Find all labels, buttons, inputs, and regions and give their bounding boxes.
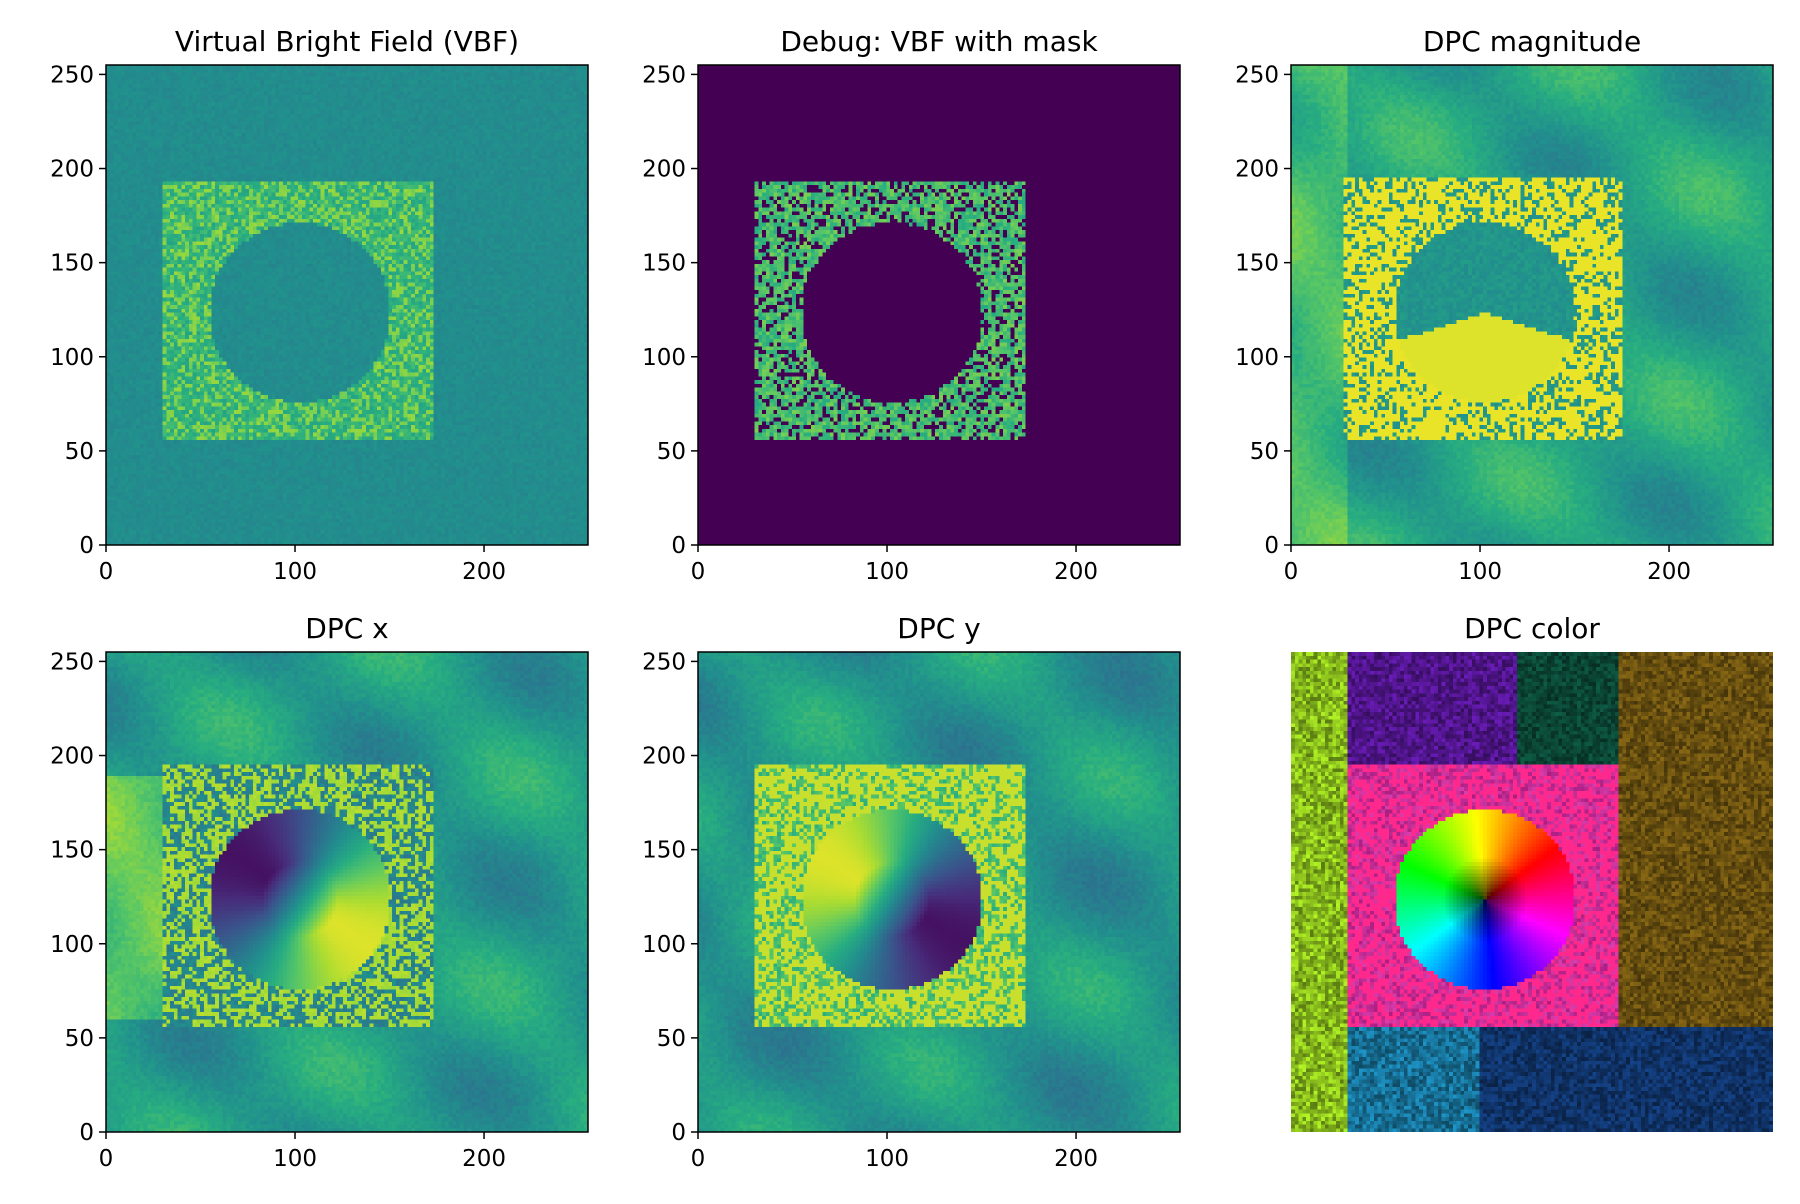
y-tick-label: 50 [657,439,686,465]
y-tick-label: 50 [1250,439,1279,465]
heatmap-image [698,652,1180,1132]
y-tick-label: 100 [1235,345,1279,371]
heatmap-image [106,652,588,1132]
panel-3: DPC magnitude 0 100 200 0 50 100 150 200 250 [1235,25,1774,585]
y-tick-label: 0 [1264,533,1279,559]
y-tick-label: 250 [642,649,686,675]
panel-6: DPC color [1291,612,1773,1132]
x-tick-label: 0 [691,1146,706,1172]
x-tick-label: 0 [691,559,706,585]
x-tick-label: 100 [273,559,317,585]
y-tick-label: 100 [50,345,94,371]
axes-frame [697,651,1181,1133]
panel-title: Debug: VBF with mask [780,25,1098,58]
y-tick-label: 250 [50,649,94,675]
y-tick-label: 100 [50,932,94,958]
x-tick-label: 0 [99,559,114,585]
panel-title: DPC y [897,612,980,645]
y-tick-label: 0 [79,533,94,559]
x-tick-label: 100 [865,1146,909,1172]
y-tick-label: 50 [65,439,94,465]
y-tick-label: 200 [642,157,686,183]
x-tick-label: 100 [1458,559,1502,585]
axes-frame [1290,64,1774,546]
x-tick-label: 200 [1647,559,1691,585]
panel-2: Debug: VBF with mask 0 100 200 0 50 100 150 200 2… [642,25,1181,585]
heatmap-image [1291,652,1773,1132]
panel-title: Virtual Bright Field (VBF) [175,25,519,58]
heatmap-image [1291,65,1773,545]
panel-4: DPC x 0 100 200 0 50 100 150 200 250 [50,612,589,1172]
x-tick-label: 100 [865,559,909,585]
panel-title: DPC magnitude [1423,25,1641,58]
y-tick-label: 50 [65,1026,94,1052]
x-tick-label: 0 [1284,559,1299,585]
y-tick-label: 50 [657,1026,686,1052]
x-tick-label: 200 [462,559,506,585]
x-tick-label: 200 [1054,1146,1098,1172]
y-tick-label: 150 [1235,251,1279,277]
y-tick-label: 250 [1235,62,1279,88]
y-tick-label: 150 [50,838,94,864]
y-tick-label: 200 [50,744,94,770]
x-tick-label: 0 [99,1146,114,1172]
y-tick-label: 150 [50,251,94,277]
panel-title: DPC color [1464,612,1600,645]
axes-frame [105,651,589,1133]
panel-5: DPC y 0 100 200 0 50 100 150 200 250 [642,612,1181,1172]
y-tick-label: 250 [642,62,686,88]
panel-title: DPC x [305,612,388,645]
axes-frame [105,64,589,546]
panel-1: Virtual Bright Field (VBF) 0 100 200 0 50 100 1… [50,25,589,585]
y-tick-label: 200 [50,157,94,183]
y-tick-label: 100 [642,932,686,958]
y-tick-label: 150 [642,838,686,864]
x-tick-label: 100 [273,1146,317,1172]
y-tick-label: 100 [642,345,686,371]
y-tick-label: 200 [642,744,686,770]
y-tick-label: 0 [79,1120,94,1146]
axes-frame [697,64,1181,546]
y-tick-label: 250 [50,62,94,88]
heatmap-image [698,65,1180,545]
x-tick-label: 200 [462,1146,506,1172]
y-tick-label: 200 [1235,157,1279,183]
y-tick-label: 0 [671,1120,686,1146]
heatmap-image [106,65,588,545]
y-tick-label: 0 [671,533,686,559]
y-tick-label: 150 [642,251,686,277]
x-tick-label: 200 [1054,559,1098,585]
